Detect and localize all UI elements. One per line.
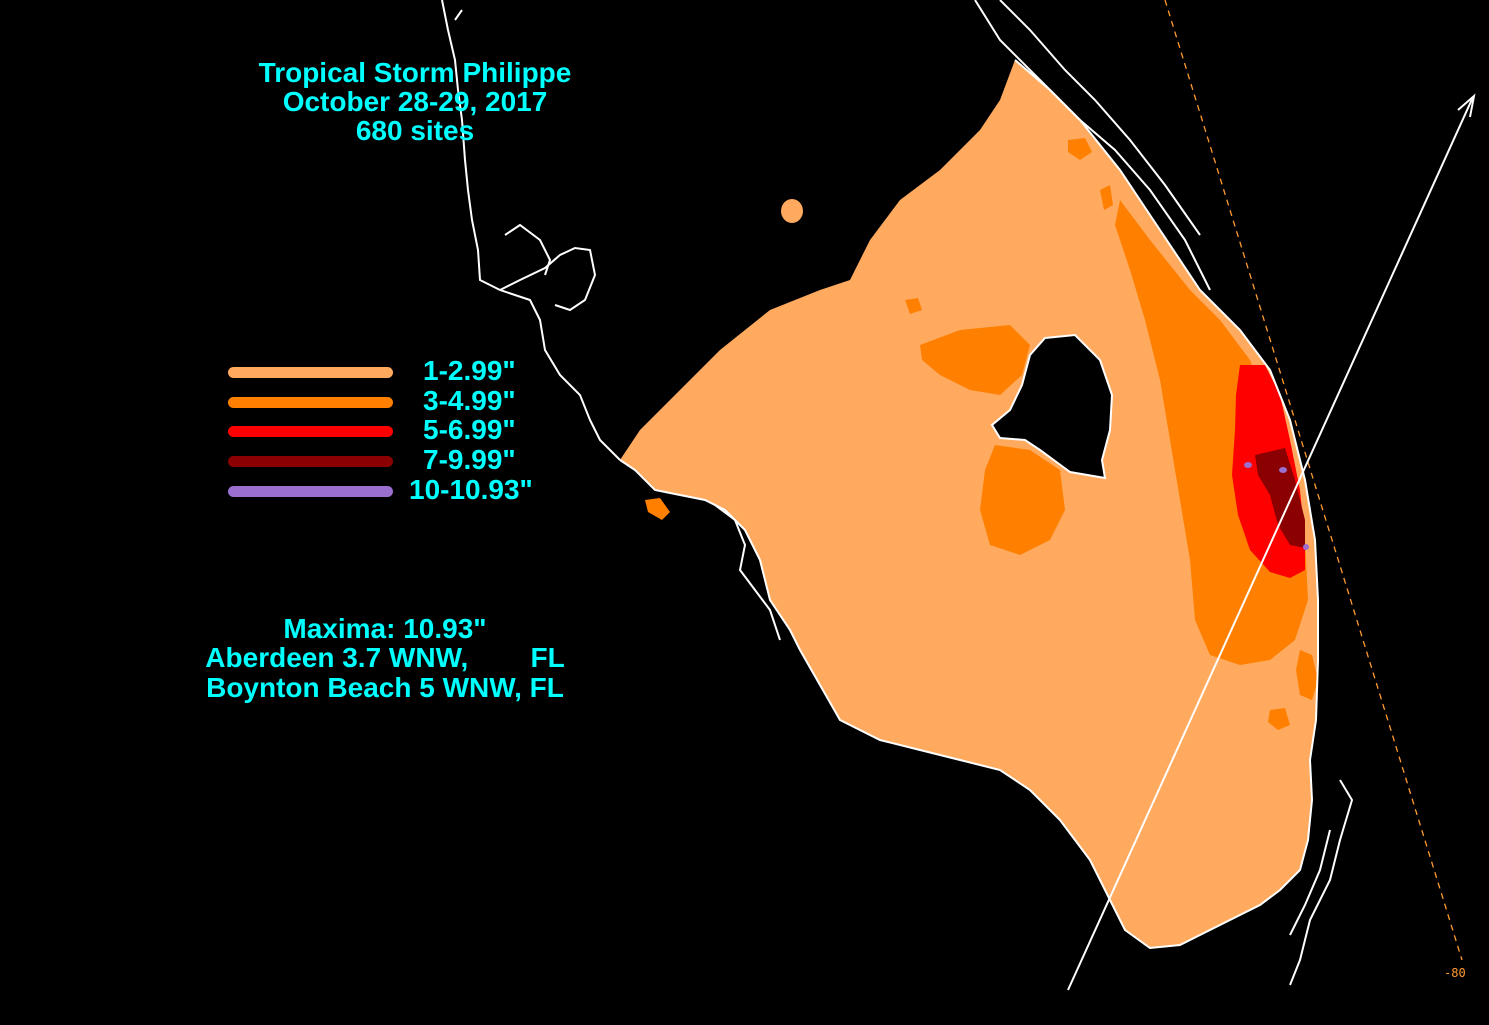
rainfall-3-5-spot-ne bbox=[1100, 185, 1113, 210]
legend-item-5-7: 5-6.99" bbox=[228, 414, 568, 448]
legend-item-1-3: 1-2.99" bbox=[228, 355, 568, 389]
coastline bbox=[441, 0, 1354, 986]
legend-label-5-7: 5-6.99" bbox=[423, 414, 516, 445]
meridian-80-line bbox=[1164, 0, 1463, 961]
storm-track bbox=[1067, 93, 1476, 991]
longitude-label: -80 bbox=[1444, 966, 1466, 980]
rainfall-10plus-spot-1 bbox=[1244, 462, 1252, 468]
legend-swatch-3-5 bbox=[228, 397, 393, 408]
maxima-value: Maxima: 10.93" bbox=[283, 613, 487, 644]
legend-label-7-10: 7-9.99" bbox=[423, 444, 516, 475]
legend-item-3-5: 3-4.99" bbox=[228, 385, 568, 419]
legend-label-3-5: 3-4.99" bbox=[423, 385, 516, 416]
legend-label-10plus: 10-10.93" bbox=[409, 474, 533, 505]
map-date-range: October 28-29, 2017 bbox=[282, 86, 548, 117]
maxima-site-2: Boynton Beach 5 WNW, FL bbox=[206, 672, 564, 703]
legend-item-7-10: 7-9.99" bbox=[228, 444, 568, 478]
legend-item-10plus: 10-10.93" bbox=[228, 474, 568, 508]
lake-okeechobee bbox=[990, 333, 1114, 480]
rainfall-3-5-spot-west bbox=[645, 498, 670, 520]
rainfall-1-3-island bbox=[781, 199, 803, 223]
map-title: Tropical Storm Philippe bbox=[258, 57, 572, 88]
legend-swatch-5-7 bbox=[228, 426, 393, 437]
site-count: 680 sites bbox=[355, 115, 475, 146]
legend-swatch-10plus bbox=[228, 486, 393, 497]
rainfall-3-5-spot-north bbox=[1068, 138, 1092, 160]
rainfall-3-5-spot-se bbox=[1296, 650, 1318, 700]
legend-swatch-7-10 bbox=[228, 456, 393, 467]
rainfall-3-5-spot-mid bbox=[905, 298, 922, 314]
rainfall-3-5-region-lake-west bbox=[920, 325, 1030, 395]
rainfall-10plus-spot-3 bbox=[1303, 544, 1309, 550]
rainfall-7-10-region bbox=[1255, 448, 1305, 548]
rainfall-3-5-region-lake-south bbox=[980, 445, 1065, 555]
rainfall-10plus-spot-2 bbox=[1279, 467, 1287, 473]
rainfall-3-5-spot-se2 bbox=[1268, 708, 1290, 730]
maxima-site-1: Aberdeen 3.7 WNW, FL bbox=[205, 642, 565, 673]
legend-swatch-1-3 bbox=[228, 367, 393, 378]
legend-label-1-3: 1-2.99" bbox=[423, 355, 516, 386]
